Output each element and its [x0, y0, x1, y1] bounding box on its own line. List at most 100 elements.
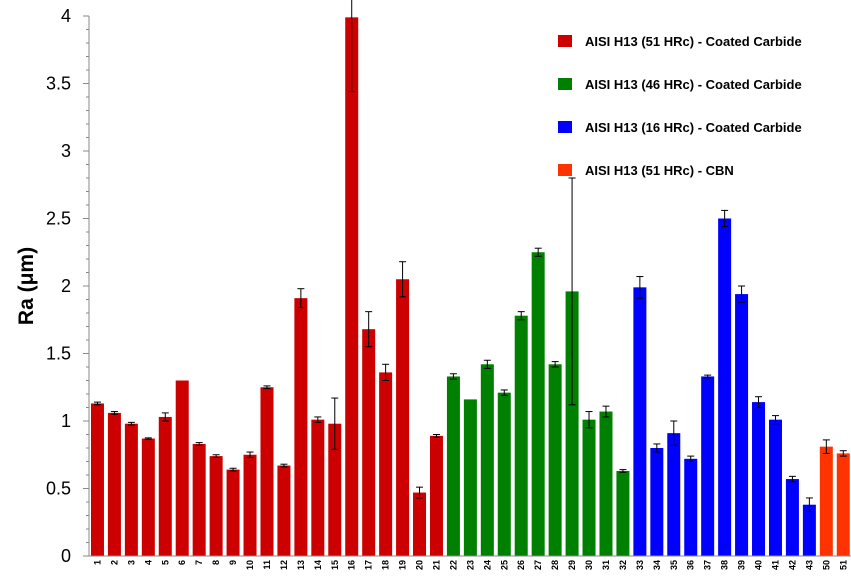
x-tick-label-24: 24: [482, 560, 492, 570]
bar-35: [667, 433, 681, 556]
bar-2: [107, 412, 121, 556]
legend-label: AISI H13 (51 HRc) - CBN: [585, 163, 734, 178]
chart-legend: AISI H13 (51 HRc) - Coated Carbide AISI H…: [558, 34, 802, 178]
x-tick-label-34: 34: [652, 560, 662, 570]
bar-50: [819, 446, 833, 556]
x-tick-label-16: 16: [347, 560, 357, 570]
bar-29: [565, 291, 579, 556]
legend-swatch: [558, 35, 572, 47]
y-tick-label: 0.5: [46, 479, 71, 499]
x-tick-label-14: 14: [313, 560, 323, 570]
bar-30: [582, 419, 596, 556]
x-tick-label-41: 41: [770, 560, 780, 570]
bar-18: [379, 372, 393, 556]
x-tick-label-26: 26: [516, 560, 526, 570]
x-tick-label-33: 33: [635, 560, 645, 570]
legend-swatch: [558, 121, 572, 133]
bar-51: [836, 453, 850, 556]
x-tick-label-11: 11: [262, 560, 272, 570]
bar-39: [735, 294, 749, 556]
bar-42: [785, 479, 799, 556]
bar-20: [413, 492, 427, 556]
x-tick-label-5: 5: [160, 560, 170, 565]
x-tick-label-43: 43: [804, 560, 814, 570]
x-tick-label-35: 35: [669, 560, 679, 570]
x-tick-label-23: 23: [465, 560, 475, 570]
x-tick-label-18: 18: [381, 560, 391, 570]
y-tick-label: 3.5: [46, 74, 71, 94]
bar-22: [446, 376, 460, 556]
bar-19: [396, 279, 410, 556]
bar-31: [599, 411, 613, 556]
bar-3: [124, 423, 138, 556]
bar-27: [531, 252, 545, 556]
bar-5: [158, 416, 172, 556]
x-tick-label-25: 25: [499, 560, 509, 570]
x-tick-label-15: 15: [330, 560, 340, 570]
bar-16: [345, 17, 359, 557]
bar-15: [328, 423, 342, 556]
x-tick-label-37: 37: [703, 560, 713, 570]
bar-28: [548, 364, 562, 556]
x-tick-label-39: 39: [737, 560, 747, 570]
bar-43: [802, 504, 816, 556]
bar-4: [141, 438, 155, 556]
x-tick-label-32: 32: [618, 560, 628, 570]
x-tick-label-40: 40: [754, 560, 764, 570]
x-tick-label-19: 19: [398, 560, 408, 570]
bar-33: [633, 287, 647, 556]
bar-23: [463, 399, 477, 556]
x-tick-label-50: 50: [821, 560, 831, 570]
legend-swatch: [558, 164, 572, 176]
x-tick-label-21: 21: [431, 560, 441, 570]
legend-label: AISI H13 (46 HRc) - Coated Carbide: [585, 77, 802, 92]
y-tick-label: 1.5: [46, 344, 71, 364]
x-tick-label-42: 42: [787, 560, 797, 570]
bar-7: [192, 443, 206, 556]
bar-14: [311, 419, 325, 556]
x-tick-label-6: 6: [177, 560, 187, 565]
bar-9: [226, 469, 240, 556]
bar-11: [260, 387, 274, 556]
y-tick-label: 1: [61, 411, 71, 431]
x-tick-label-30: 30: [584, 560, 594, 570]
bar-21: [429, 435, 443, 556]
bar-36: [684, 458, 698, 556]
legend-label: AISI H13 (51 HRc) - Coated Carbide: [585, 34, 802, 49]
bar-26: [514, 315, 528, 556]
bar-12: [277, 465, 291, 556]
y-tick-label: 0: [61, 546, 71, 566]
legend-label: AISI H13 (16 HRc) - Coated Carbide: [585, 120, 802, 135]
chart-axes: 1 2 3 4 5 6 7 8 9 10 11 12 13 14 15 16 17 18 19 20 21 22 23 24 2…: [46, 6, 851, 570]
x-tick-label-12: 12: [279, 560, 289, 570]
bar-25: [497, 392, 511, 556]
y-tick-label: 4: [61, 6, 71, 26]
bar-17: [362, 329, 376, 556]
x-tick-label-36: 36: [686, 560, 696, 570]
x-tick-label-28: 28: [550, 560, 560, 570]
bar-8: [209, 456, 223, 556]
x-tick-label-27: 27: [533, 560, 543, 570]
y-axis-label: Ra (μm): [15, 247, 38, 325]
bar-41: [768, 419, 782, 556]
bar-40: [752, 402, 766, 556]
x-tick-label-1: 1: [92, 560, 102, 565]
bar-1: [90, 403, 104, 556]
x-tick-label-31: 31: [601, 560, 611, 570]
bar-24: [480, 364, 494, 556]
x-tick-label-38: 38: [720, 560, 730, 570]
legend-swatch: [558, 78, 572, 90]
bar-37: [701, 376, 715, 556]
y-tick-label: 3: [61, 141, 71, 161]
x-tick-label-13: 13: [296, 560, 306, 570]
chart-marks: [90, 0, 850, 557]
x-tick-label-9: 9: [228, 560, 238, 565]
y-tick-label: 2: [61, 276, 71, 296]
x-tick-label-3: 3: [126, 560, 136, 565]
x-tick-label-22: 22: [448, 560, 458, 570]
bar-38: [718, 218, 732, 556]
x-tick-label-8: 8: [211, 560, 221, 565]
bar-34: [650, 448, 664, 556]
x-tick-label-29: 29: [567, 560, 577, 570]
